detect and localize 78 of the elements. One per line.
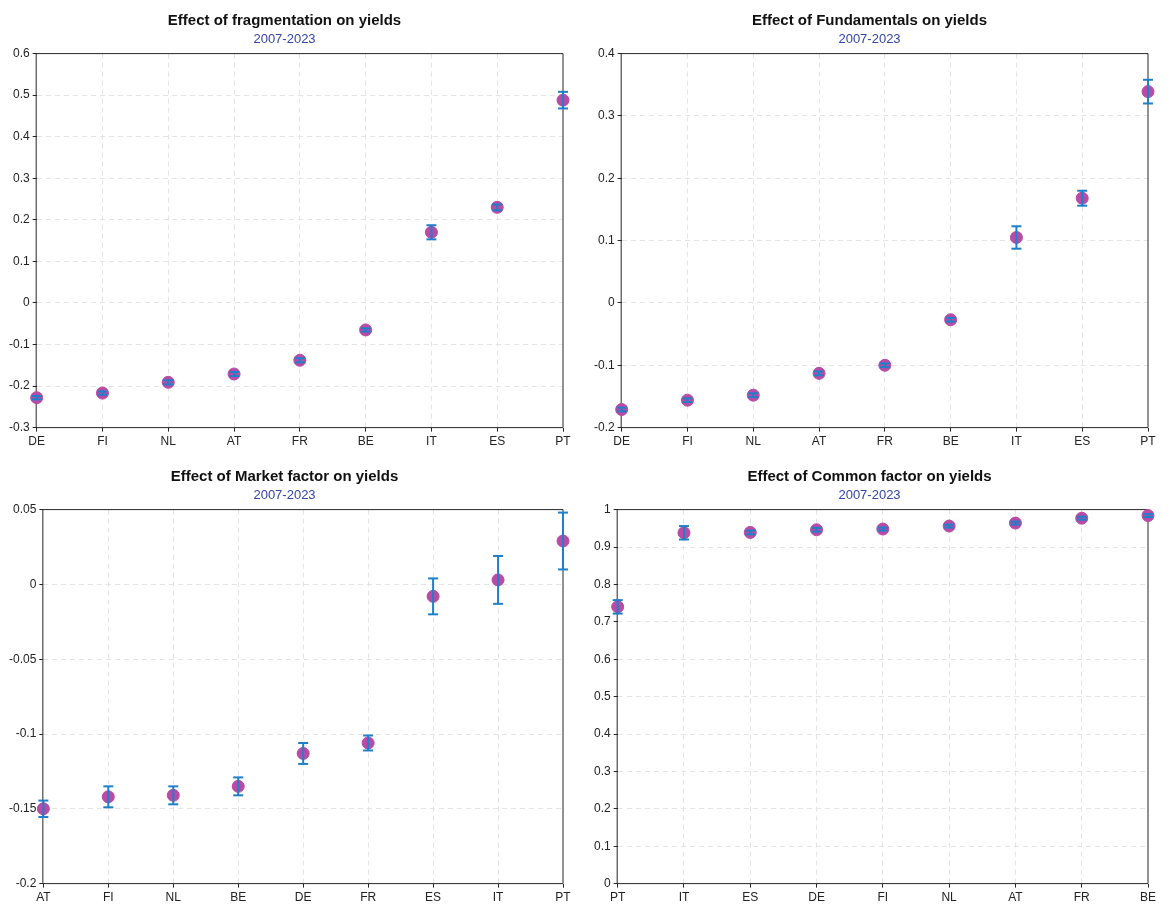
y-tick-label: 0.3 — [597, 108, 615, 123]
y-tick-label: 0.5 — [12, 87, 30, 102]
chart-subtitle: 2007-2023 — [838, 31, 901, 47]
y-tick-label: 0.1 — [12, 253, 30, 268]
x-tick-label: DE — [28, 434, 46, 449]
x-tick-label: AT — [811, 434, 827, 449]
y-tick-label: 0.8 — [593, 576, 611, 591]
x-tick-label: NL — [160, 434, 177, 449]
y-tick-label: 0.2 — [12, 212, 30, 227]
y-tick-label: 0.7 — [593, 614, 611, 629]
x-tick-label: IT — [426, 434, 438, 449]
x-tick-label: PT — [555, 890, 572, 905]
x-tick-label: ES — [489, 434, 506, 449]
x-tick-label: DE — [613, 434, 631, 449]
x-tick-label: BE — [230, 890, 247, 905]
y-tick-label: -0.1 — [8, 336, 30, 351]
x-tick-label: BE — [1139, 890, 1157, 905]
x-tick-label: ES — [742, 890, 759, 905]
y-tick-label: 0 — [607, 295, 615, 310]
x-tick-label: PT — [555, 434, 572, 449]
y-tick-label: 0.05 — [12, 501, 37, 516]
x-tick-label: AT — [226, 434, 242, 449]
y-tick-label: 0.4 — [12, 129, 30, 144]
chart-subtitle: 2007-2023 — [838, 487, 901, 503]
x-tick-label: FI — [102, 890, 114, 905]
y-tick-label: 0.4 — [593, 726, 611, 741]
y-tick-label: -0.2 — [15, 875, 37, 890]
x-tick-label: FI — [877, 890, 889, 905]
y-tick-label: 0.5 — [593, 688, 611, 703]
chart-subtitle: 2007-2023 — [253, 487, 316, 503]
chart-title: Effect of fragmentation on yields — [167, 11, 402, 29]
x-tick-label: NL — [165, 890, 182, 905]
y-tick-label: -0.3 — [8, 419, 30, 434]
x-tick-label: IT — [678, 890, 690, 905]
y-tick-label: -0.2 — [8, 378, 30, 393]
x-tick-label: FR — [360, 890, 377, 905]
x-tick-label: FR — [876, 434, 894, 449]
y-tick-label: 0.3 — [593, 763, 611, 778]
x-tick-label: NL — [941, 890, 958, 905]
x-tick-label: DE — [808, 890, 825, 905]
chart-title: Effect of Fundamentals on yields — [751, 11, 988, 29]
y-tick-label: 0.6 — [12, 45, 30, 60]
x-tick-label: PT — [1140, 434, 1157, 449]
y-tick-label: 0.3 — [12, 170, 30, 185]
y-tick-label: 0.2 — [593, 801, 611, 816]
y-tick-label: -0.1 — [593, 357, 615, 372]
chart-subtitle: 2007-2023 — [253, 31, 316, 47]
y-tick-label: 0 — [29, 576, 37, 591]
y-tick-label: -0.05 — [8, 651, 37, 666]
x-tick-label: FR — [1073, 890, 1091, 905]
x-tick-label: ES — [425, 890, 442, 905]
y-tick-label: -0.2 — [593, 419, 615, 434]
y-tick-label: 0.1 — [597, 232, 615, 247]
y-tick-label: 1 — [603, 501, 611, 516]
x-tick-label: ES — [1074, 434, 1091, 449]
x-tick-label: IT — [492, 890, 505, 905]
x-tick-label: FR — [291, 434, 309, 449]
x-tick-label: AT — [1008, 890, 1024, 905]
y-tick-label: -0.1 — [15, 726, 37, 741]
y-tick-label: 0.9 — [593, 539, 611, 554]
x-tick-label: DE — [294, 890, 312, 905]
chart-title: Effect of Market factor on yields — [170, 467, 399, 485]
y-tick-label: 0 — [603, 875, 611, 890]
y-tick-label: 0 — [22, 295, 30, 310]
x-tick-label: IT — [1011, 434, 1023, 449]
x-tick-label: PT — [610, 890, 627, 905]
chart-title: Effect of Common factor on yields — [747, 467, 992, 485]
x-tick-label: NL — [745, 434, 762, 449]
x-tick-label: BE — [942, 434, 959, 449]
y-tick-label: 0.6 — [593, 651, 611, 666]
x-tick-label: AT — [36, 890, 52, 905]
x-tick-label: FI — [97, 434, 108, 449]
x-tick-label: BE — [357, 434, 374, 449]
y-tick-label: -0.15 — [8, 801, 37, 816]
y-tick-label: 0.1 — [593, 838, 611, 853]
x-tick-label: FI — [682, 434, 693, 449]
y-tick-label: 0.2 — [597, 170, 615, 185]
y-tick-label: 0.4 — [597, 45, 615, 60]
